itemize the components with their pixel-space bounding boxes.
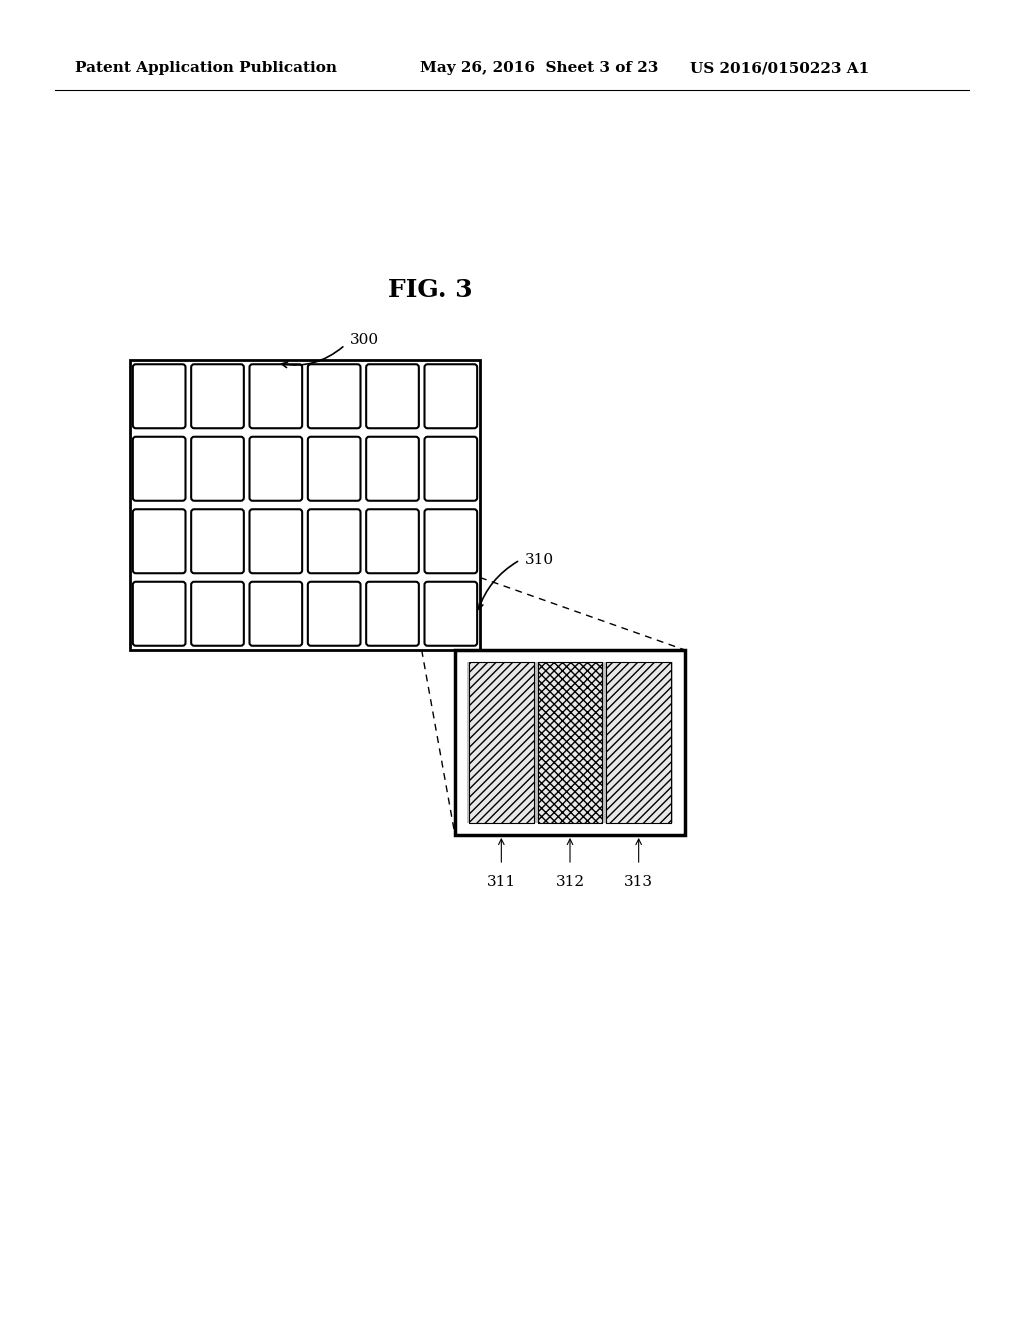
- Text: 310: 310: [525, 553, 554, 568]
- Bar: [538, 663, 602, 822]
- Bar: [606, 663, 671, 822]
- FancyBboxPatch shape: [367, 364, 419, 428]
- Text: 313: 313: [625, 875, 653, 888]
- FancyBboxPatch shape: [367, 437, 419, 500]
- FancyBboxPatch shape: [133, 364, 185, 428]
- Text: 311: 311: [486, 875, 516, 888]
- FancyBboxPatch shape: [250, 364, 302, 428]
- Bar: [606, 663, 671, 822]
- FancyBboxPatch shape: [425, 437, 477, 500]
- FancyBboxPatch shape: [308, 364, 360, 428]
- Bar: [469, 663, 534, 822]
- Text: 300: 300: [350, 333, 379, 347]
- FancyBboxPatch shape: [191, 437, 244, 500]
- Bar: [538, 663, 602, 822]
- FancyBboxPatch shape: [250, 582, 302, 645]
- Text: May 26, 2016  Sheet 3 of 23: May 26, 2016 Sheet 3 of 23: [420, 61, 658, 75]
- FancyBboxPatch shape: [425, 582, 477, 645]
- FancyBboxPatch shape: [133, 437, 185, 500]
- FancyBboxPatch shape: [133, 582, 185, 645]
- FancyBboxPatch shape: [191, 582, 244, 645]
- FancyBboxPatch shape: [191, 510, 244, 573]
- Bar: [130, 360, 480, 649]
- FancyBboxPatch shape: [367, 582, 419, 645]
- Text: Patent Application Publication: Patent Application Publication: [75, 61, 337, 75]
- Bar: [467, 663, 673, 822]
- Text: 312: 312: [555, 875, 585, 888]
- FancyBboxPatch shape: [133, 510, 185, 573]
- Text: FIG. 3: FIG. 3: [388, 279, 472, 302]
- FancyBboxPatch shape: [425, 510, 477, 573]
- FancyBboxPatch shape: [308, 437, 360, 500]
- FancyBboxPatch shape: [191, 364, 244, 428]
- FancyBboxPatch shape: [250, 437, 302, 500]
- FancyBboxPatch shape: [367, 510, 419, 573]
- FancyBboxPatch shape: [425, 364, 477, 428]
- Text: US 2016/0150223 A1: US 2016/0150223 A1: [690, 61, 869, 75]
- FancyBboxPatch shape: [250, 510, 302, 573]
- Bar: [455, 649, 685, 836]
- Bar: [469, 663, 534, 822]
- FancyBboxPatch shape: [308, 582, 360, 645]
- FancyBboxPatch shape: [308, 510, 360, 573]
